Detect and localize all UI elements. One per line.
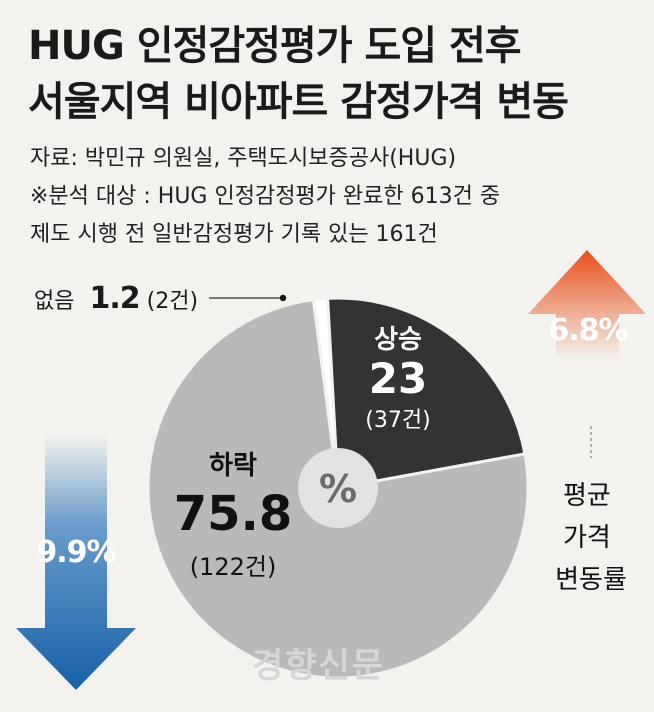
publisher-watermark: 경향신문 — [252, 646, 386, 686]
rise-slice-value: 23 — [369, 354, 427, 403]
fall-slice-count: (122건) — [190, 553, 277, 581]
title-line-1: HUG 인정감정평가 도입 전후 — [28, 23, 522, 69]
title-line-2: 서울지역 비아파트 감정가격 변동 — [28, 79, 569, 125]
pie-center-circle — [298, 448, 378, 528]
source-note: 자료: 박민규 의원실, 주택도시보증공사(HUG) ※분석 대상 : HUG … — [30, 140, 500, 254]
center-unit-label: % — [319, 467, 357, 511]
down-arrow-value: 9.9% — [36, 535, 116, 570]
source-line-3: 제도 시행 전 일반감정평가 기록 있는 161건 — [30, 222, 438, 247]
fall-slice-value: 75.8 — [174, 486, 292, 542]
source-line-2: ※분석 대상 : HUG 인정감정평가 완료한 613건 중 — [30, 184, 501, 209]
side-label: 평균 가격 변동률 — [555, 481, 627, 595]
pie-slice-rise — [326, 296, 527, 490]
chart-title: HUG 인정감정평가 도입 전후 서울지역 비아파트 감정가격 변동 — [28, 18, 569, 130]
none-slice-label: 없음 1.2 (2건) — [34, 281, 198, 316]
up-arrow-value: 6.8% — [548, 313, 628, 348]
fall-slice-name: 하락 — [209, 451, 257, 481]
rise-slice-name: 상승 — [374, 325, 422, 355]
rise-slice-count: (37건) — [365, 408, 430, 433]
down-arrow — [16, 436, 136, 690]
none-slice-leader-dot — [279, 294, 287, 302]
up-arrow — [528, 250, 646, 418]
source-line-1: 자료: 박민규 의원실, 주택도시보증공사(HUG) — [30, 146, 457, 171]
